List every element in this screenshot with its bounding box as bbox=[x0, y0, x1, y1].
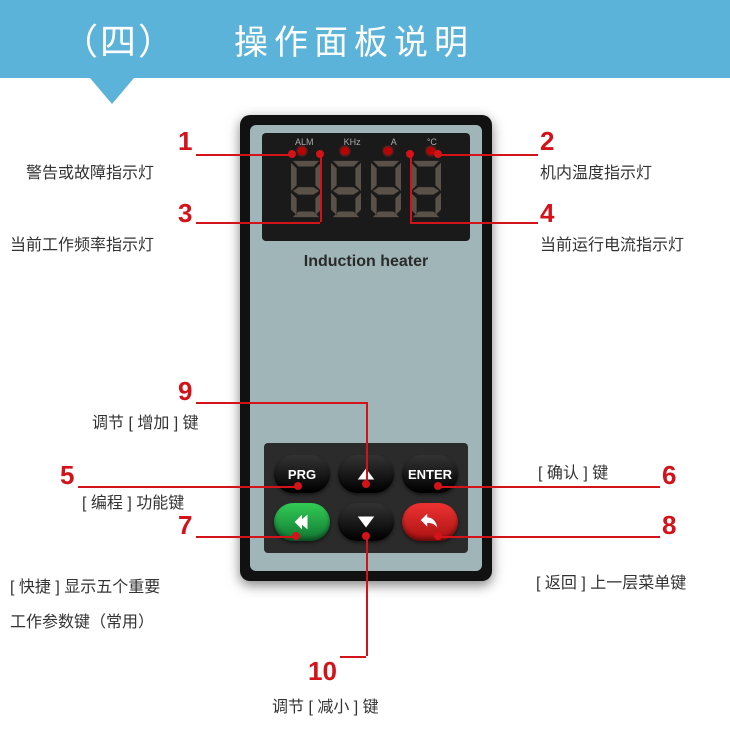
header-title: 操作面板说明 bbox=[234, 15, 474, 64]
led-khz bbox=[341, 147, 349, 155]
device-face: ALM KHz A °C Induction heater PRG bbox=[250, 125, 482, 571]
leader-8 bbox=[438, 536, 660, 538]
leader-dot-1 bbox=[288, 150, 296, 158]
digit-4 bbox=[407, 159, 445, 219]
section-number: （四） bbox=[62, 13, 176, 65]
callout-num-4: 4 bbox=[540, 198, 554, 229]
back-icon bbox=[291, 511, 313, 533]
leader-7 bbox=[196, 536, 296, 538]
header-bar: （四） 操作面板说明 bbox=[0, 0, 730, 78]
callout-num-1: 1 bbox=[178, 126, 192, 157]
leader-9h bbox=[196, 402, 366, 404]
header-pointer bbox=[90, 78, 134, 104]
led-label-khz: KHz bbox=[344, 137, 361, 147]
callout-num-8: 8 bbox=[662, 510, 676, 541]
callout-num-9: 9 bbox=[178, 376, 192, 407]
leader-dot-5 bbox=[294, 482, 302, 490]
leader-dot-4 bbox=[406, 150, 414, 158]
led-label-c: °C bbox=[427, 137, 437, 147]
device-panel: ALM KHz A °C Induction heater PRG bbox=[240, 115, 492, 581]
leader-3v bbox=[320, 154, 322, 222]
leader-10h bbox=[340, 656, 366, 658]
leader-9v bbox=[366, 402, 368, 484]
digit-2 bbox=[327, 159, 365, 219]
panel-name-label: Induction heater bbox=[250, 253, 482, 271]
callout-desc-7: [ 快捷 ] 显示五个重要 工作参数键（常用） bbox=[10, 570, 160, 640]
led-a bbox=[384, 147, 392, 155]
leader-dot-6 bbox=[434, 482, 442, 490]
callout-desc-2: 机内温度指示灯 bbox=[540, 160, 652, 189]
leader-dot-2 bbox=[434, 150, 442, 158]
down-icon bbox=[355, 511, 377, 533]
led-label-a: A bbox=[391, 137, 397, 147]
enter-label: ENTER bbox=[408, 467, 452, 482]
callout-num-10: 10 bbox=[308, 656, 337, 687]
callout-desc-9: 调节 [ 增加 ] 键 bbox=[92, 410, 199, 439]
leader-1 bbox=[196, 154, 292, 156]
leader-2 bbox=[438, 154, 538, 156]
callout-num-6: 6 bbox=[662, 460, 676, 491]
led-label-alm: ALM bbox=[295, 137, 314, 147]
callout-desc-8: [ 返回 ] 上一层菜单键 bbox=[536, 570, 686, 599]
callout-desc-3: 当前工作频率指示灯 bbox=[10, 232, 154, 261]
leader-10v bbox=[366, 536, 368, 656]
callout-desc-5: [ 编程 ] 功能键 bbox=[82, 490, 184, 519]
leader-5 bbox=[78, 486, 298, 488]
leader-4h bbox=[410, 222, 538, 224]
callout-desc-6: [ 确认 ] 键 bbox=[538, 460, 608, 489]
prg-label: PRG bbox=[288, 467, 316, 482]
callout-desc-4: 当前运行电流指示灯 bbox=[540, 232, 684, 261]
leader-4v bbox=[410, 154, 412, 222]
callout-num-3: 3 bbox=[178, 198, 192, 229]
callout-desc-1: 警告或故障指示灯 bbox=[26, 160, 154, 189]
leader-dot-3 bbox=[316, 150, 324, 158]
callout-desc-10: 调节 [ 减小 ] 键 bbox=[272, 694, 379, 723]
leader-dot-7 bbox=[292, 532, 300, 540]
seven-seg-display bbox=[262, 159, 470, 219]
callout-num-5: 5 bbox=[60, 460, 74, 491]
leader-3h bbox=[196, 222, 320, 224]
led-alm bbox=[298, 147, 306, 155]
digit-3 bbox=[367, 159, 405, 219]
leader-6 bbox=[438, 486, 660, 488]
return-icon bbox=[419, 511, 441, 533]
leader-dot-9 bbox=[362, 480, 370, 488]
callout-num-7: 7 bbox=[178, 510, 192, 541]
leader-dot-10 bbox=[362, 532, 370, 540]
callout-num-2: 2 bbox=[540, 126, 554, 157]
leader-dot-8 bbox=[434, 532, 442, 540]
led-labels-row: ALM KHz A °C bbox=[262, 133, 470, 147]
